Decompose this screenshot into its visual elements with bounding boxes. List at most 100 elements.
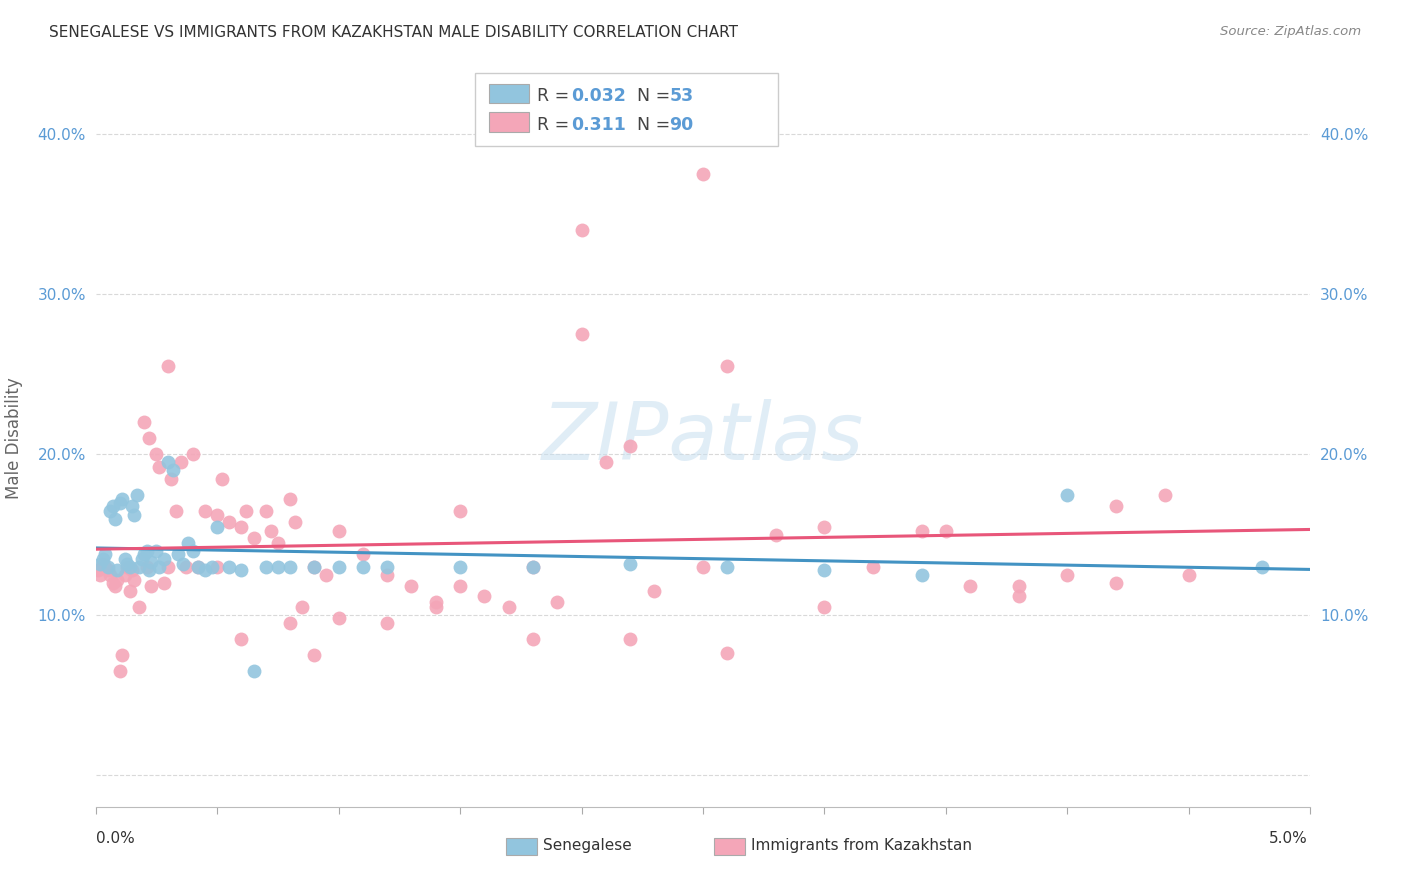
Point	[449, 559, 471, 574]
Point	[304, 648, 326, 662]
Point	[375, 559, 398, 574]
Point	[328, 611, 350, 625]
Point	[162, 463, 184, 477]
Point	[235, 503, 257, 517]
Point	[352, 547, 374, 561]
Point	[254, 559, 277, 574]
Point	[134, 416, 156, 430]
Point	[91, 557, 114, 571]
Point	[278, 615, 301, 630]
Point	[231, 563, 253, 577]
Point	[141, 555, 163, 569]
Point	[595, 455, 617, 469]
Point	[242, 531, 264, 545]
Point	[145, 447, 167, 461]
Point	[157, 559, 180, 574]
Point	[1105, 575, 1128, 590]
Point	[152, 551, 174, 566]
Point	[152, 575, 174, 590]
Point	[107, 563, 129, 577]
Point	[1008, 589, 1031, 603]
Point	[267, 559, 290, 574]
Text: Immigrants from Kazakhstan: Immigrants from Kazakhstan	[751, 838, 972, 854]
Point	[98, 503, 121, 517]
Point	[167, 547, 190, 561]
Point	[716, 646, 738, 660]
Point	[174, 559, 197, 574]
Point	[1105, 499, 1128, 513]
Text: R =: R =	[537, 116, 581, 134]
Point	[118, 583, 141, 598]
Point	[121, 499, 143, 513]
Point	[716, 559, 738, 574]
Text: 53: 53	[669, 87, 693, 105]
Point	[101, 499, 124, 513]
Point	[125, 487, 148, 501]
Text: 0.0%: 0.0%	[96, 831, 135, 847]
Text: SENEGALESE VS IMMIGRANTS FROM KAZAKHSTAN MALE DISABILITY CORRELATION CHART: SENEGALESE VS IMMIGRANTS FROM KAZAKHSTAN…	[49, 25, 738, 40]
Point	[1008, 579, 1031, 593]
Point	[291, 599, 314, 614]
Point	[128, 599, 150, 614]
Point	[172, 557, 194, 571]
Point	[375, 615, 398, 630]
Point	[959, 579, 981, 593]
Point	[211, 471, 233, 485]
Point	[1250, 559, 1272, 574]
Point	[619, 439, 641, 453]
Point	[107, 573, 129, 587]
Point	[138, 563, 160, 577]
Point	[425, 595, 447, 609]
Point	[449, 579, 471, 593]
Point	[1056, 567, 1078, 582]
Point	[278, 492, 301, 507]
Point	[135, 559, 157, 574]
Point	[94, 547, 117, 561]
Point	[911, 567, 934, 582]
Point	[813, 563, 835, 577]
Point	[145, 543, 167, 558]
Point	[194, 563, 217, 577]
Point	[571, 327, 593, 342]
Point	[643, 583, 665, 598]
Point	[187, 559, 209, 574]
Point	[692, 167, 714, 181]
Point	[304, 559, 326, 574]
Point	[205, 559, 228, 574]
Text: 5.0%: 5.0%	[1268, 831, 1308, 847]
Point	[128, 559, 150, 574]
Point	[231, 519, 253, 533]
Point	[138, 432, 160, 446]
Point	[104, 511, 127, 525]
Point	[328, 559, 350, 574]
Point	[94, 559, 117, 574]
Point	[201, 559, 224, 574]
Point	[181, 543, 204, 558]
Point	[97, 559, 120, 574]
Point	[181, 447, 204, 461]
Point	[498, 599, 520, 614]
Point	[111, 492, 134, 507]
Point	[97, 563, 120, 577]
Text: R =: R =	[537, 87, 575, 105]
Point	[315, 567, 337, 582]
Y-axis label: Male Disability: Male Disability	[6, 377, 24, 500]
Point	[169, 455, 191, 469]
Point	[284, 515, 307, 529]
Point	[160, 471, 183, 485]
Point	[813, 599, 835, 614]
Point	[571, 223, 593, 237]
Point	[352, 559, 374, 574]
Point	[619, 557, 641, 571]
Text: N =: N =	[637, 87, 676, 105]
Point	[619, 632, 641, 646]
Point	[375, 567, 398, 582]
Text: 0.311: 0.311	[571, 116, 626, 134]
Point	[449, 503, 471, 517]
Point	[89, 567, 111, 582]
Point	[304, 559, 326, 574]
Point	[124, 573, 146, 587]
Point	[205, 508, 228, 523]
Point	[114, 567, 136, 582]
Point	[935, 524, 957, 539]
